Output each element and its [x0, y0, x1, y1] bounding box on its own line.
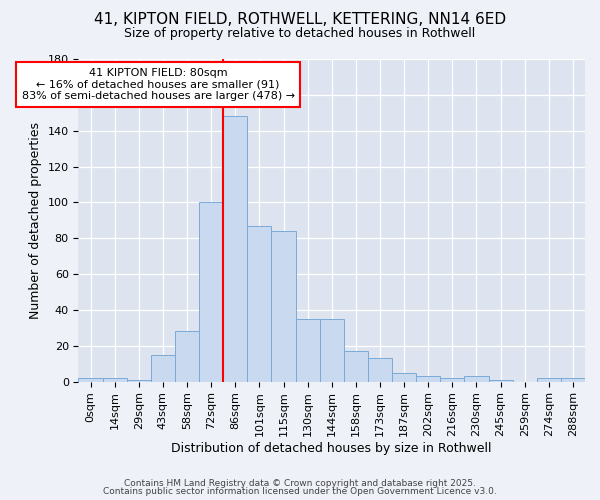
Bar: [464, 376, 488, 382]
Text: 41, KIPTON FIELD, ROTHWELL, KETTERING, NN14 6ED: 41, KIPTON FIELD, ROTHWELL, KETTERING, N…: [94, 12, 506, 28]
Bar: [199, 202, 223, 382]
Text: Contains public sector information licensed under the Open Government Licence v3: Contains public sector information licen…: [103, 487, 497, 496]
Bar: [537, 378, 561, 382]
Bar: [344, 351, 368, 382]
Bar: [175, 332, 199, 382]
Bar: [79, 378, 103, 382]
Bar: [271, 231, 296, 382]
Bar: [103, 378, 127, 382]
Bar: [416, 376, 440, 382]
Text: Contains HM Land Registry data © Crown copyright and database right 2025.: Contains HM Land Registry data © Crown c…: [124, 478, 476, 488]
Bar: [151, 354, 175, 382]
Bar: [223, 116, 247, 382]
Text: Size of property relative to detached houses in Rothwell: Size of property relative to detached ho…: [124, 28, 476, 40]
Bar: [320, 319, 344, 382]
Bar: [561, 378, 585, 382]
Y-axis label: Number of detached properties: Number of detached properties: [29, 122, 42, 319]
Bar: [392, 372, 416, 382]
Text: 41 KIPTON FIELD: 80sqm
← 16% of detached houses are smaller (91)
83% of semi-det: 41 KIPTON FIELD: 80sqm ← 16% of detached…: [22, 68, 295, 101]
Bar: [440, 378, 464, 382]
Bar: [368, 358, 392, 382]
Bar: [127, 380, 151, 382]
X-axis label: Distribution of detached houses by size in Rothwell: Distribution of detached houses by size …: [172, 442, 492, 455]
Bar: [247, 226, 271, 382]
Bar: [488, 380, 512, 382]
Bar: [296, 319, 320, 382]
